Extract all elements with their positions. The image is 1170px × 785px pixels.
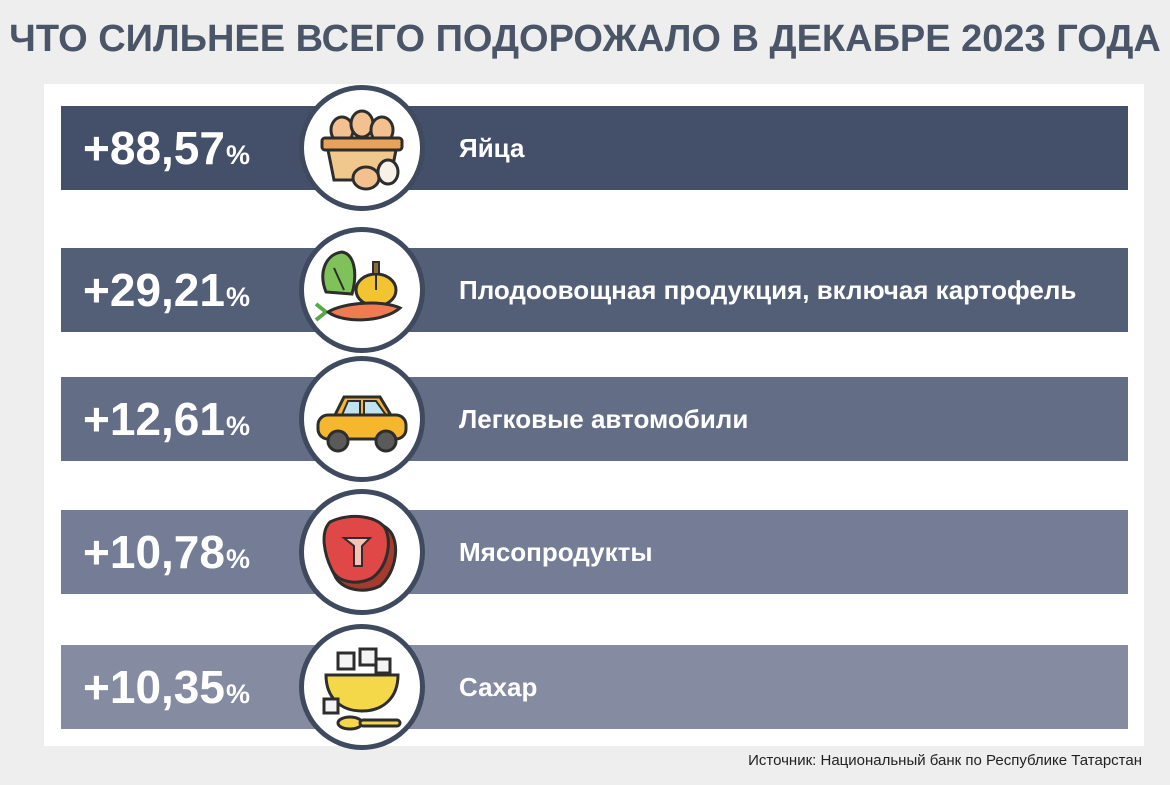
sugar-bowl-icon	[322, 647, 402, 731]
value-number: +10,78	[83, 526, 225, 578]
value-number: +88,57	[83, 122, 225, 174]
icon-circle	[299, 85, 425, 211]
percent-sign: %	[225, 282, 250, 312]
percent-sign: %	[225, 140, 250, 170]
bar-row-eggs: +88,57% Яйца	[61, 85, 1128, 211]
percent-sign: %	[225, 544, 250, 574]
vegetables-icon	[314, 250, 403, 322]
car-icon	[316, 395, 408, 453]
value-label: +10,78%	[83, 510, 250, 594]
category-label: Легковые автомобили	[459, 404, 749, 434]
percent-sign: %	[225, 411, 250, 441]
icon-circle	[299, 624, 425, 750]
category-label: Сахар	[459, 672, 538, 702]
value-number: +29,21	[83, 264, 225, 316]
value-label: +29,21%	[83, 248, 250, 332]
bar-row-sugar: +10,35% Сахар	[61, 624, 1128, 750]
category-label: Плодоовощная продукция, включая картофел…	[459, 275, 1077, 305]
icon-circle	[299, 489, 425, 615]
bar-row-cars: +12,61% Легковые автомобили	[61, 356, 1128, 482]
bar-row-meat: +10,78% Мясопродукты	[61, 489, 1128, 615]
meat-steak-icon	[322, 515, 397, 592]
eggs-basket-icon	[320, 109, 404, 191]
category-label: Мясопродукты	[459, 537, 653, 567]
icon-circle	[299, 356, 425, 482]
value-number: +10,35	[83, 661, 225, 713]
value-label: +88,57%	[83, 106, 250, 190]
value-number: +12,61	[83, 393, 225, 445]
icon-circle	[299, 227, 425, 353]
value-label: +12,61%	[83, 377, 250, 461]
page-title: ЧТО СИЛЬНЕЕ ВСЕГО ПОДОРОЖАЛО В ДЕКАБРЕ 2…	[9, 18, 1161, 60]
bar-row-vegetables: +29,21% Плодоовощная продукция, включая …	[61, 227, 1128, 353]
value-label: +10,35%	[83, 645, 250, 729]
source-note: Источник: Национальный банк по Республик…	[748, 752, 1142, 769]
percent-sign: %	[225, 679, 250, 709]
category-label: Яйца	[459, 133, 525, 163]
